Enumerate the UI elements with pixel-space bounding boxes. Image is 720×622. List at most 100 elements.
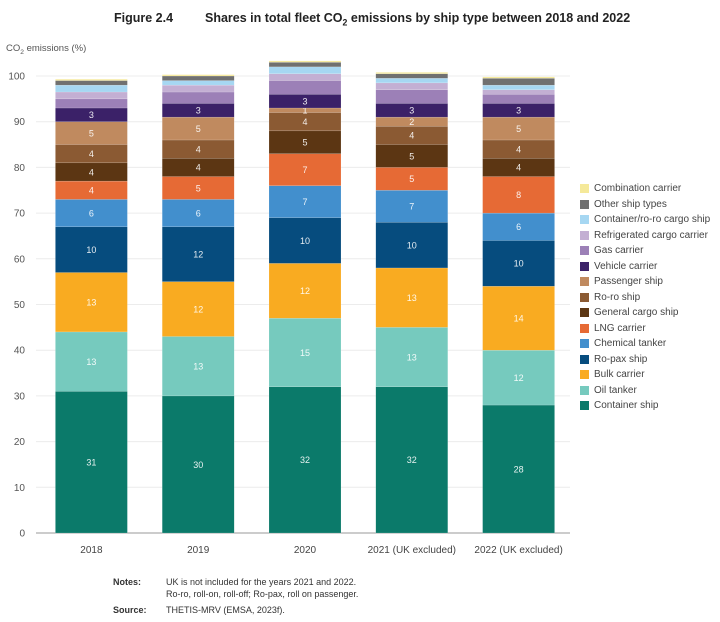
legend-swatch <box>580 354 589 364</box>
data-label: 7 <box>302 197 307 207</box>
data-label: 15 <box>300 348 310 358</box>
bar-segment <box>482 286 555 351</box>
y-tick-label: 0 <box>19 529 25 540</box>
x-tick-label: 2022 (UK excluded) <box>474 545 562 556</box>
data-label: 4 <box>302 117 307 127</box>
y-label-post: emissions (%) <box>23 43 87 54</box>
legend-item: Oil tanker <box>580 383 710 399</box>
legend-swatch <box>580 199 589 209</box>
bar-segment <box>482 176 555 214</box>
data-label: 13 <box>193 361 203 371</box>
notes-line-2: Ro-ro, roll-on, roll-off; Ro-pax, roll o… <box>166 589 359 599</box>
legend-swatch <box>580 261 589 271</box>
bar-segment <box>55 272 128 333</box>
legend-label: Bulk carrier <box>594 369 645 381</box>
bar-segment <box>268 66 342 74</box>
bar-segment <box>55 391 128 534</box>
data-label: 12 <box>193 250 203 260</box>
x-tick-label: 2021 (UK excluded) <box>368 545 456 556</box>
legend-swatch <box>580 339 589 349</box>
legend-label: LNG carrier <box>594 322 646 334</box>
data-label: 4 <box>89 186 94 196</box>
legend-label: Ro-pax ship <box>594 353 648 365</box>
data-label: 13 <box>86 298 96 308</box>
bar-segment <box>161 74 235 77</box>
bar-segment <box>482 84 555 90</box>
bar-segment <box>268 62 342 68</box>
legend-item: Other ship types <box>580 197 710 213</box>
legend-item: Refrigerated cargo carrier <box>580 228 710 244</box>
bar-segment <box>161 336 235 397</box>
legend-item: Passenger ship <box>580 274 710 290</box>
bar-segment <box>161 281 235 337</box>
bar-segment <box>55 199 128 228</box>
bar-segment <box>268 80 342 95</box>
caption-sub: 2 <box>342 17 348 28</box>
y-tick-label: 100 <box>8 72 25 83</box>
bar-segment <box>268 153 342 186</box>
data-label: 6 <box>516 222 521 232</box>
data-label: 13 <box>407 352 417 362</box>
bar-segment <box>55 80 128 86</box>
bar-segment <box>375 327 448 387</box>
y-tick-label: 20 <box>14 437 26 448</box>
legend-item: Chemical tanker <box>580 336 710 352</box>
legend-item: Container/ro-ro cargo ship <box>580 212 710 228</box>
bar-segment <box>161 395 235 534</box>
legend-item: Vehicle carrier <box>580 259 710 275</box>
legend-item: Combination carrier <box>580 181 710 197</box>
bar-segment <box>375 267 448 328</box>
bar-segment <box>161 84 235 93</box>
legend-swatch <box>580 292 589 302</box>
bar-segment <box>482 350 555 406</box>
y-tick-label: 50 <box>14 300 26 311</box>
bar-segment <box>375 73 448 79</box>
x-tick-label: 2020 <box>294 545 317 556</box>
legend-label: Vehicle carrier <box>594 260 658 272</box>
bar-segment <box>482 212 555 241</box>
data-label: 6 <box>89 208 94 218</box>
legend-label: Passenger ship <box>594 276 663 288</box>
data-label: 12 <box>514 373 524 383</box>
bar-segment <box>482 78 555 86</box>
figure-number: Figure 2.4 <box>114 11 174 25</box>
bar-segment <box>55 91 128 100</box>
data-label: 8 <box>516 190 521 200</box>
y-tick-label: 80 <box>14 163 26 174</box>
source-text: THETIS-MRV (EMSA, 2023f). <box>166 605 285 615</box>
legend-swatch <box>580 277 589 287</box>
data-label: 5 <box>409 174 414 184</box>
legend-label: Ro-ro ship <box>594 291 641 303</box>
data-label: 4 <box>89 149 94 159</box>
data-label: 28 <box>514 464 524 474</box>
y-tick-label: 30 <box>14 391 26 402</box>
bar-segment <box>55 78 128 81</box>
data-label: 4 <box>409 131 414 141</box>
legend-item: LNG carrier <box>580 321 710 337</box>
y-axis-label: CO2 emissions (%) <box>6 43 86 56</box>
data-label: 7 <box>409 202 414 212</box>
data-label: 7 <box>302 165 307 175</box>
data-label: 5 <box>89 128 94 138</box>
bar-segment <box>161 199 235 228</box>
bar-segment <box>268 73 342 81</box>
bar-segment <box>161 75 235 81</box>
bar-segment <box>161 91 235 104</box>
data-label: 5 <box>516 124 521 134</box>
legend-label: Refrigerated cargo carrier <box>594 229 708 241</box>
source-label: Source: <box>113 605 147 615</box>
data-label: 3 <box>302 96 307 106</box>
legend-item: General cargo ship <box>580 305 710 321</box>
notes-line-1: UK is not included for the years 2021 an… <box>166 577 357 587</box>
y-tick-label: 70 <box>14 209 26 220</box>
legend-label: Chemical tanker <box>594 338 667 350</box>
data-label: 32 <box>300 455 310 465</box>
data-label: 10 <box>300 236 310 246</box>
legend-item: Bulk carrier <box>580 367 710 383</box>
legend-swatch <box>580 385 589 395</box>
data-label: 4 <box>196 144 201 154</box>
data-label: 5 <box>302 138 307 148</box>
data-label: 4 <box>516 163 521 173</box>
data-label: 30 <box>193 460 203 470</box>
bar-segment <box>55 98 128 109</box>
